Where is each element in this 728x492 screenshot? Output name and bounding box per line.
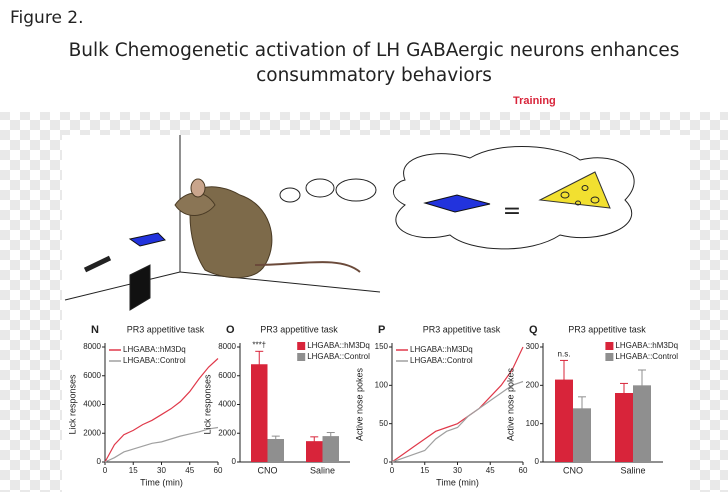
bar [573,408,591,462]
header-bg [0,0,728,112]
y-tick-label: 100 [526,419,540,428]
title: consummatory behaviors [256,65,492,86]
bar [555,379,573,462]
y-axis-label: Active nose pokes [354,367,364,441]
y-axis-label: Lick responses [202,374,212,435]
legend-swatch [605,353,614,361]
training-label: Training [513,95,556,107]
chart-title: PR3 appetitive task [260,324,338,334]
bar [306,441,323,462]
chart-title: PR3 appetitive task [423,324,501,334]
x-tick-label: 60 [214,466,223,475]
bar [251,364,268,462]
x-tick-label: 30 [157,466,166,475]
y-axis-label: Active nose pokes [505,367,515,441]
y-tick-label: 2000 [218,428,236,437]
x-axis-label: Time (min) [140,477,183,487]
x-axis-label: Time (min) [436,477,479,487]
y-tick-label: 300 [526,342,540,351]
y-tick-label: 0 [97,457,102,466]
bar [322,436,339,462]
bar [615,393,633,462]
line [391,380,524,463]
legend-label: LHGABA::Control [410,356,473,365]
annotation: n.s. [558,350,571,359]
y-tick-label: 4000 [83,400,101,409]
equals: = [503,199,521,224]
line [391,346,524,463]
chart-title: PR3 appetitive task [127,324,205,334]
x-tick-label: 30 [453,466,462,475]
legend-swatch [297,342,306,350]
panel-letter: N [91,324,99,336]
x-tick-label: Saline [310,465,335,475]
y-tick-label: 6000 [218,371,236,380]
x-tick-label: 0 [103,466,108,475]
bar [267,439,284,462]
y-tick-label: 8000 [218,342,236,351]
legend-swatch [605,342,614,350]
annotation: ***† [252,340,266,349]
legend-label: LHGABA::hM3Dq [615,341,678,350]
legend-label: LHGABA::hM3Dq [123,345,186,354]
line [104,358,219,463]
y-tick-label: 150 [375,342,389,351]
y-tick-label: 6000 [83,371,101,380]
bar [633,385,651,462]
panel-letter: Q [529,324,538,336]
y-tick-label: 8000 [83,342,101,351]
figure-label: Figure 2. [10,8,84,28]
y-tick-label: 0 [384,457,389,466]
x-tick-label: 15 [129,466,138,475]
y-axis-label: Lick responses [67,374,77,435]
x-tick-label: 45 [486,466,495,475]
x-tick-label: Saline [620,465,645,475]
legend-label: LHGABA::hM3Dq [307,341,370,350]
legend-label: LHGABA::Control [615,352,678,361]
y-tick-label: 0 [535,457,540,466]
x-tick-label: CNO [258,465,278,475]
y-tick-label: 4000 [218,400,236,409]
legend-swatch [297,353,306,361]
legend-label: LHGABA::Control [123,356,186,365]
illustration [64,135,635,311]
legend-label: LHGABA::hM3Dq [410,345,473,354]
x-tick-label: CNO [563,465,583,475]
x-tick-label: 0 [390,466,395,475]
panel-letter: O [226,324,235,336]
chart-title: PR3 appetitive task [568,324,646,334]
x-tick-label: 45 [185,466,194,475]
line [104,426,219,463]
y-tick-label: 50 [379,419,388,428]
y-tick-label: 0 [232,457,237,466]
y-tick-label: 2000 [83,428,101,437]
y-tick-label: 100 [375,380,389,389]
panel-letter: P [378,324,385,336]
x-tick-label: 60 [519,466,528,475]
legend-label: LHGABA::Control [307,352,370,361]
title: Bulk Chemogenetic activation of LH GABAe… [69,40,680,61]
x-tick-label: 15 [420,466,429,475]
y-tick-label: 200 [526,380,540,389]
